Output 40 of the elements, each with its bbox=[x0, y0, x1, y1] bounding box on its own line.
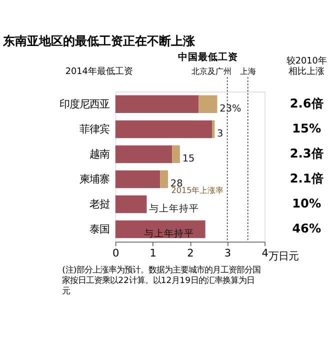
y-tick-label: 菲律宾 bbox=[79, 123, 110, 136]
chart-title: 东南亚地区的最低工资正在不断上涨 bbox=[2, 34, 196, 48]
annotation: 与上年持平 bbox=[149, 202, 200, 214]
y-tick-label: 越南 bbox=[89, 148, 110, 160]
bar bbox=[115, 95, 199, 114]
bar bbox=[115, 195, 147, 214]
annotation: 23% bbox=[220, 103, 242, 114]
series-label: 2015年上涨率 bbox=[171, 186, 224, 196]
bar bbox=[198, 95, 218, 114]
x-axis-title: 万日元 bbox=[268, 250, 299, 262]
text: 15% bbox=[292, 121, 322, 136]
text: 10% bbox=[292, 196, 322, 210]
y-tick-label: 柬埔寨 bbox=[79, 173, 110, 186]
annotation: 3 bbox=[217, 128, 224, 140]
bar bbox=[115, 170, 160, 188]
bar bbox=[115, 120, 212, 138]
text: 2014年最低工资 bbox=[65, 66, 133, 77]
x-tick-label: 0 bbox=[112, 248, 120, 260]
y-tick-label: 老挝 bbox=[89, 198, 110, 210]
bar bbox=[115, 145, 172, 164]
text: 中国最低工资 bbox=[178, 51, 238, 64]
x-tick-label: 1 bbox=[150, 248, 156, 260]
x-tick-label: 4 bbox=[262, 248, 269, 260]
bar bbox=[212, 120, 215, 138]
text: 46% bbox=[292, 221, 322, 236]
x-tick-label: 3 bbox=[224, 248, 232, 260]
text: 2.1倍 bbox=[290, 171, 324, 186]
bar bbox=[172, 145, 180, 164]
text: (注)部分上涨率为预计。数据为主要城市的月工资部分国家按日工资乘以22计算。以12月19日的汇率换算为日元 bbox=[62, 264, 261, 296]
annotation: 与上年持平 bbox=[144, 228, 194, 240]
text: 较2010年相比上涨 bbox=[286, 55, 327, 77]
ref-line-label: 北京及广州 bbox=[191, 66, 232, 76]
bar bbox=[160, 170, 168, 188]
text: 2.6倍 bbox=[290, 96, 324, 110]
ref-line-label: 上海 bbox=[240, 66, 256, 76]
x-tick-label: 2 bbox=[187, 248, 194, 260]
text: 2.3倍 bbox=[290, 146, 324, 160]
y-tick-label: 印度尼西亚 bbox=[59, 98, 110, 110]
y-tick-label: 泰国 bbox=[89, 223, 110, 236]
annotation: 15 bbox=[182, 153, 195, 164]
